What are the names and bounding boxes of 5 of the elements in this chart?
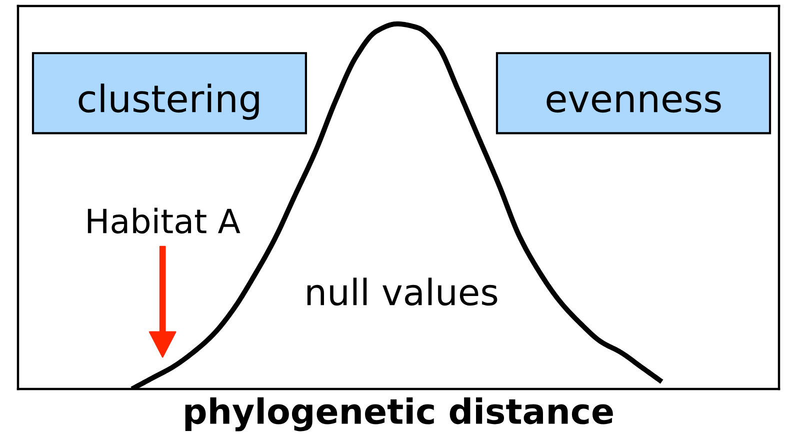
annotation: Habitat A (88, 208, 240, 234)
annotation: evenness (546, 91, 721, 113)
x-axis-title: phylogenetic distance (185, 397, 613, 432)
annotation: null values (307, 278, 498, 306)
annotation: clustering (78, 84, 259, 120)
